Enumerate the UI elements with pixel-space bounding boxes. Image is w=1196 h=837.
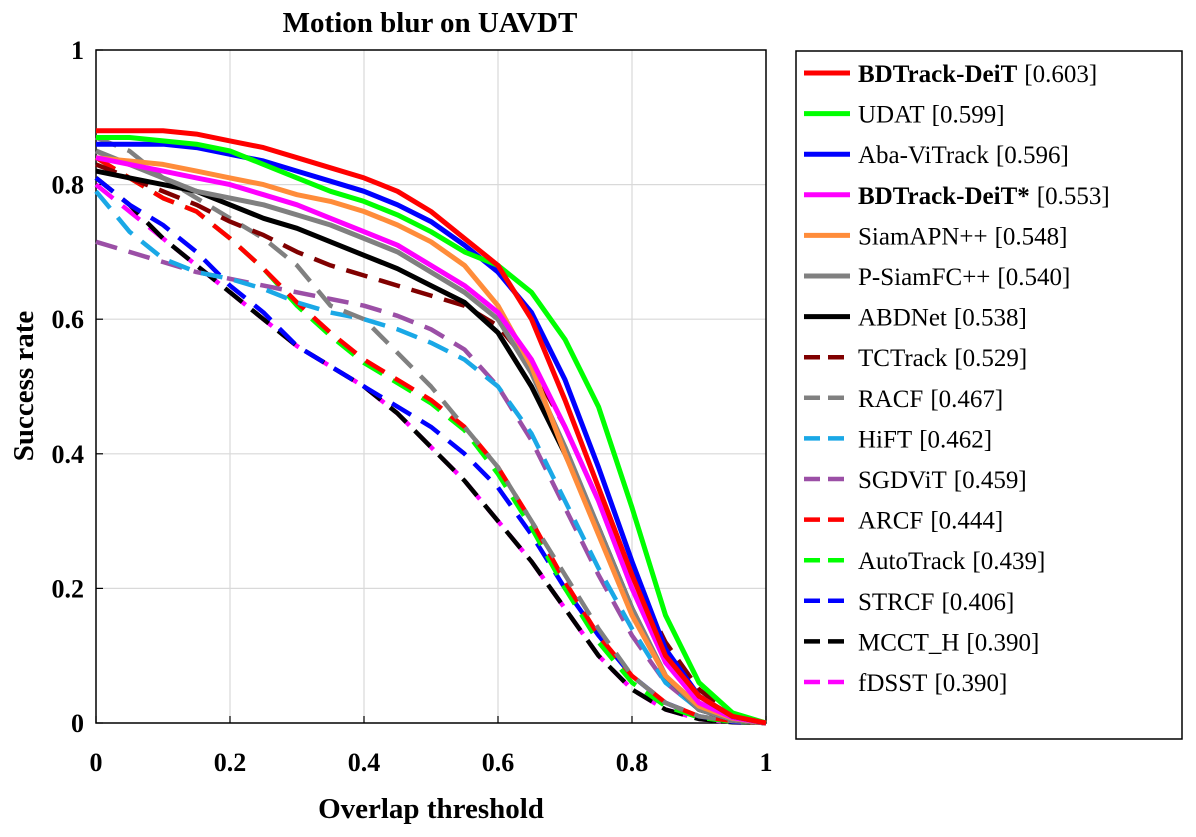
legend-name: UDAT <box>858 102 925 129</box>
series-line-bdtrack-deit-star <box>95 155 767 726</box>
y-tick-label: 0 <box>71 709 84 738</box>
y-tick-label: 0.8 <box>52 171 85 200</box>
series-line-racf <box>95 135 767 726</box>
y-axis-ticks: 0 0.2 0.4 0.6 0.8 1 <box>52 36 103 738</box>
x-axis-ticks: 0 0.2 0.4 0.6 0.8 1 <box>90 716 773 777</box>
legend-entry-abdnet: ABDNet [0.538] <box>858 305 1027 332</box>
legend-name: P-SiamFC++ <box>858 264 990 291</box>
chart-title: Motion blur on UAVDT <box>283 7 578 39</box>
legend-name: TCTrack <box>858 345 948 372</box>
series-line-arcf <box>94 155 767 726</box>
series-line-bdtrack-deit <box>96 128 767 726</box>
legend-name: ABDNet <box>858 305 947 332</box>
legend-name: Aba-ViTrack <box>858 142 989 169</box>
legend-entry-p-siamfc: P-SiamFC++ [0.540] <box>858 264 1070 291</box>
legend-score: [0.603] <box>1024 61 1097 88</box>
legend-name: STRCF <box>858 589 934 616</box>
legend-name: fDSST <box>858 670 927 697</box>
legend-score: [0.406] <box>941 589 1014 616</box>
legend-entry-bdtrack-deit: BDTrack-DeiT [0.603] <box>858 61 1097 88</box>
legend-entry-udat: UDAT [0.599] <box>858 102 1005 129</box>
legend-score: [0.548] <box>995 223 1068 250</box>
legend-box <box>795 50 1183 740</box>
legend: BDTrack-DeiT [0.603] UDAT [0.599] Aba-ViTrac… <box>804 61 1110 697</box>
legend-name: SiamAPN++ <box>858 223 988 250</box>
series-line-siamapn <box>95 155 767 726</box>
x-tick-label: 0.8 <box>616 748 649 777</box>
x-axis-label: Overlap threshold <box>318 793 544 825</box>
legend-name: HiFT <box>858 426 912 453</box>
legend-entry-racf: RACF [0.467] <box>858 386 1003 413</box>
legend-entry-mcct-h: MCCT_H [0.390] <box>858 629 1039 656</box>
y-tick-label: 0.4 <box>52 440 85 469</box>
series-line-tctrack <box>95 162 767 726</box>
y-tick-label: 0.2 <box>52 574 85 603</box>
plot-frame <box>95 49 767 724</box>
legend-name: BDTrack-DeiT <box>858 61 1018 88</box>
series-line-hift <box>94 189 767 726</box>
x-tick-label: 0.4 <box>348 748 381 777</box>
legend-score: [0.390] <box>966 629 1039 656</box>
legend-name: BDTrack-DeiT* <box>858 183 1030 210</box>
legend-score: [0.459] <box>954 467 1027 494</box>
x-tick-label: 0.2 <box>214 748 247 777</box>
legend-name: ARCF <box>858 508 923 535</box>
legend-score: [0.553] <box>1037 183 1110 210</box>
legend-entry-bdtrack-deit-star: BDTrack-DeiT* [0.553] <box>858 183 1110 210</box>
x-tick-label: 1 <box>760 748 773 777</box>
series-lines <box>94 128 767 726</box>
legend-entry-sgdvit: SGDViT [0.459] <box>858 467 1027 494</box>
legend-entry-tctrack: TCTrack [0.529] <box>858 345 1027 372</box>
legend-entry-arcf: ARCF [0.444] <box>858 508 1003 535</box>
series-line-udat <box>96 135 767 726</box>
legend-score: [0.538] <box>954 305 1027 332</box>
legend-score: [0.462] <box>919 426 992 453</box>
legend-score: [0.439] <box>972 548 1045 575</box>
legend-score: [0.529] <box>954 345 1027 372</box>
legend-score: [0.467] <box>930 386 1003 413</box>
legend-entry-hift: HiFT [0.462] <box>858 426 992 453</box>
legend-entry-strcf: STRCF [0.406] <box>858 589 1014 616</box>
legend-score: [0.599] <box>932 102 1005 129</box>
series-line-strcf <box>94 176 767 726</box>
legend-entry-aba-vitrack: Aba-ViTrack [0.596] <box>858 142 1069 169</box>
series-line-autotrack <box>94 155 767 726</box>
legend-score: [0.444] <box>930 508 1003 535</box>
legend-score: [0.540] <box>997 264 1070 291</box>
legend-entry-autotrack: AutoTrack [0.439] <box>858 548 1045 575</box>
legend-score: [0.390] <box>934 670 1007 697</box>
y-tick-label: 1 <box>71 36 84 65</box>
legend-name: SGDViT <box>858 467 947 494</box>
legend-entry-siamapn: SiamAPN++ [0.548] <box>858 223 1068 250</box>
legend-name: MCCT_H <box>858 629 959 656</box>
legend-entry-fdsst: fDSST [0.390] <box>858 670 1007 697</box>
legend-name: AutoTrack <box>858 548 966 575</box>
x-tick-label: 0.6 <box>482 748 515 777</box>
y-axis-label: Success rate <box>8 311 40 462</box>
legend-name: RACF <box>858 386 923 413</box>
x-tick-label: 0 <box>90 748 103 777</box>
y-tick-label: 0.6 <box>52 305 85 334</box>
legend-score: [0.596] <box>996 142 1069 169</box>
series-line-aba-vitrack <box>96 141 767 726</box>
